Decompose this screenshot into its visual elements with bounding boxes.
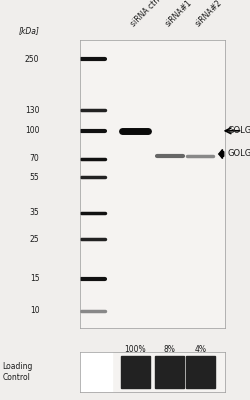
- Text: 55: 55: [30, 173, 40, 182]
- Text: 8%: 8%: [164, 345, 176, 354]
- Bar: [186, 356, 215, 388]
- Text: 100%: 100%: [124, 345, 146, 354]
- Text: 130: 130: [25, 106, 40, 115]
- Text: 250: 250: [25, 55, 40, 64]
- Text: siRNA#1: siRNA#1: [164, 0, 194, 28]
- Text: 10: 10: [30, 306, 40, 315]
- Text: 70: 70: [30, 154, 40, 163]
- Bar: [80, 352, 112, 392]
- Text: [kDa]: [kDa]: [18, 26, 40, 35]
- Text: 35: 35: [30, 208, 40, 217]
- Text: siRNA ctrl: siRNA ctrl: [129, 0, 162, 28]
- Text: 4%: 4%: [194, 345, 206, 354]
- Text: siRNA#2: siRNA#2: [194, 0, 224, 28]
- Text: GOLGA5: GOLGA5: [228, 126, 250, 135]
- Text: Loading
Control: Loading Control: [2, 362, 33, 382]
- Text: 15: 15: [30, 274, 40, 284]
- Text: 100: 100: [25, 126, 40, 135]
- Bar: [120, 356, 150, 388]
- Text: GOLGA5: GOLGA5: [228, 150, 250, 158]
- Text: 25: 25: [30, 234, 40, 244]
- Bar: [156, 356, 184, 388]
